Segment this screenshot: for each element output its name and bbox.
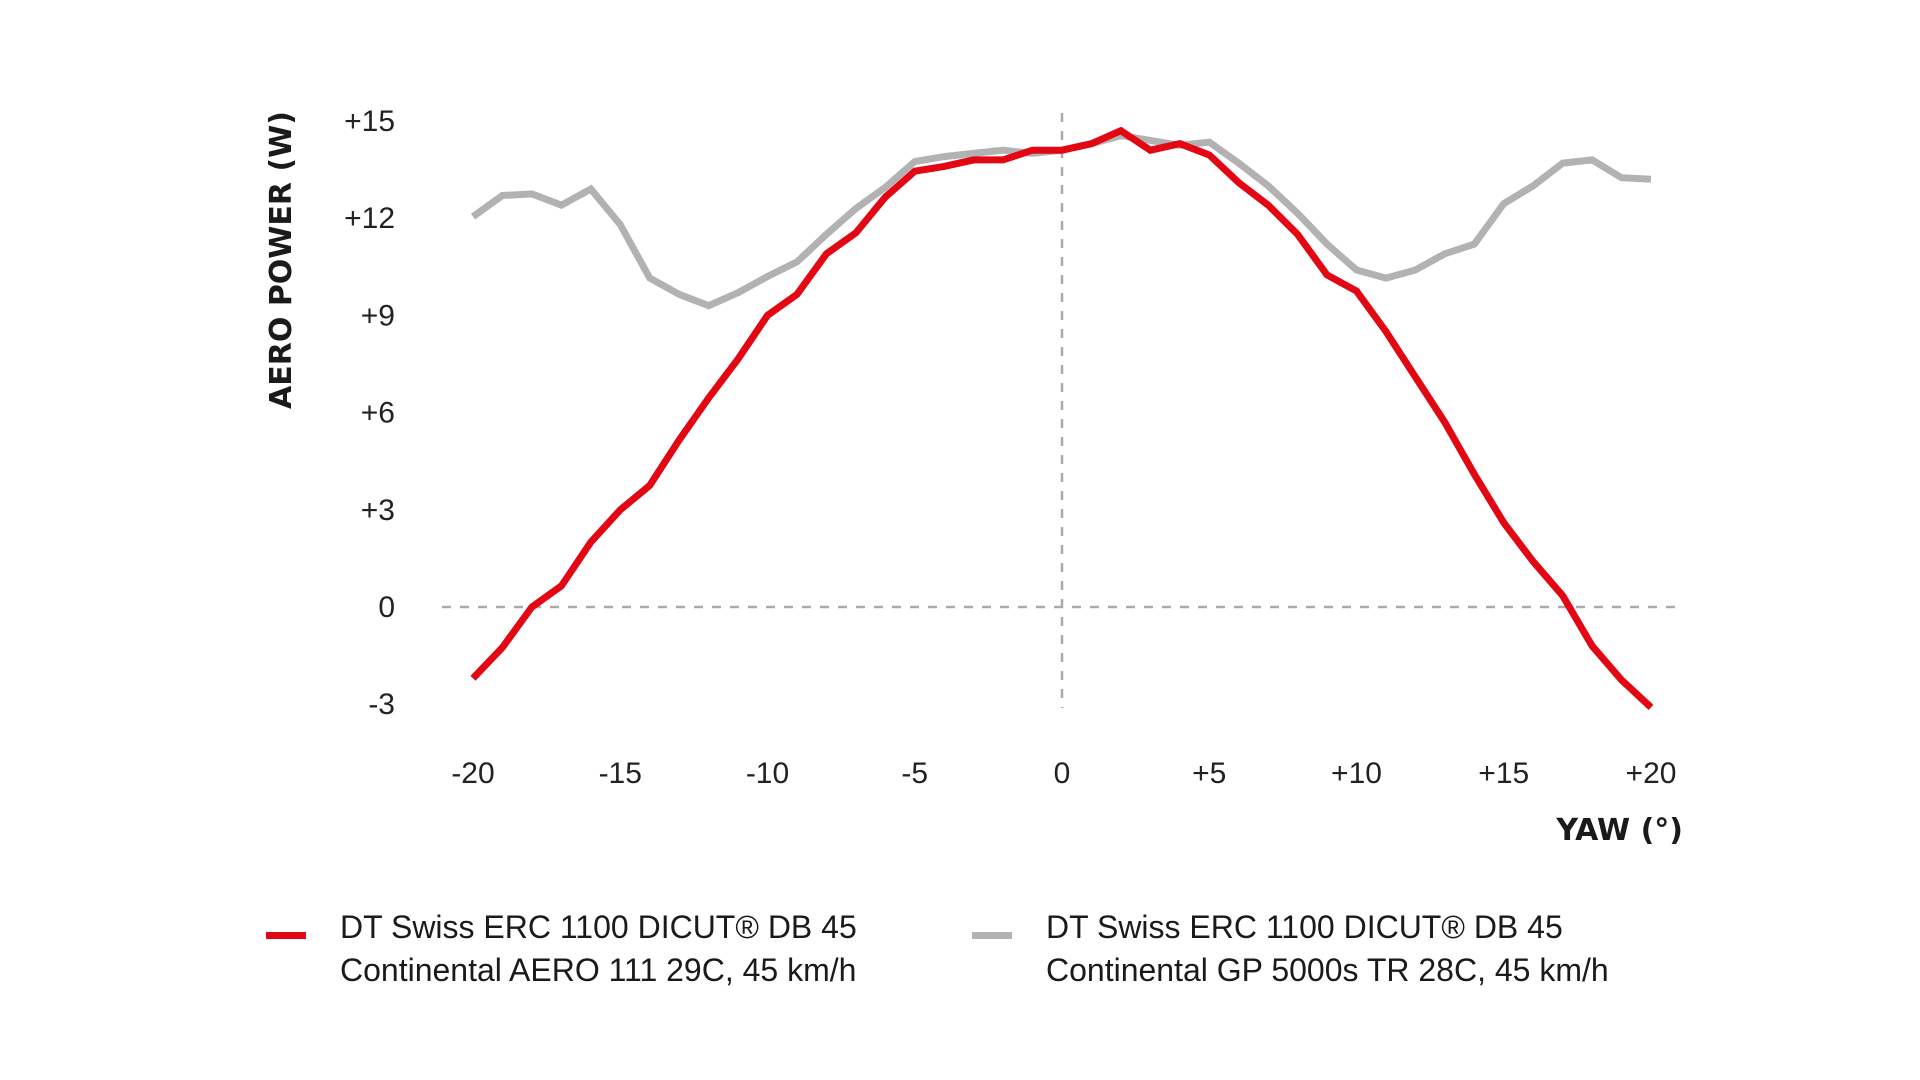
legend-label-line2: Continental GP 5000s TR 28C, 45 km/h — [1046, 952, 1609, 988]
x-tick-label: -5 — [901, 757, 928, 790]
x-tick-label: +5 — [1192, 757, 1226, 790]
x-tick-label: -15 — [599, 757, 642, 790]
x-tick-label: -20 — [451, 757, 494, 790]
x-tick-label: +10 — [1331, 757, 1382, 790]
series-line-aero-111 — [470, 126, 1654, 710]
legend-swatch-gray — [972, 932, 1012, 939]
y-tick-labels: +15 +12 +9 +6 +3 0 -3 — [344, 105, 395, 721]
x-tick-label: +15 — [1478, 757, 1529, 790]
y-tick-label: +9 — [361, 299, 395, 332]
series-lines — [470, 126, 1654, 710]
legend-item-gp5000: DT Swiss ERC 1100 DICUT® DB 45 Continent… — [972, 906, 1609, 992]
legend-swatch-red — [266, 932, 306, 939]
legend-label-line1: DT Swiss ERC 1100 DICUT® DB 45 — [1046, 909, 1563, 945]
y-tick-label: +3 — [361, 494, 395, 527]
y-tick-label: +6 — [361, 397, 395, 430]
x-axis-title: YAW (°) — [1555, 813, 1683, 848]
y-tick-label: -3 — [368, 688, 395, 721]
x-tick-label: +20 — [1626, 757, 1677, 790]
legend-label-line2: Continental AERO 111 29C, 45 km/h — [340, 952, 857, 988]
reference-lines — [442, 113, 1683, 708]
y-tick-label: +15 — [344, 105, 395, 138]
y-tick-label: 0 — [378, 591, 395, 624]
y-tick-label: +12 — [344, 202, 395, 235]
x-tick-label: -10 — [746, 757, 789, 790]
legend-label-line1: DT Swiss ERC 1100 DICUT® DB 45 — [340, 909, 857, 945]
x-tick-label: 0 — [1054, 757, 1071, 790]
x-tick-labels: -20 -15 -10 -5 0 +5 +10 +15 +20 — [451, 757, 1676, 790]
legend-item-aero-111: DT Swiss ERC 1100 DICUT® DB 45 Continent… — [266, 906, 857, 992]
y-axis-title: AERO POWER (W) — [264, 111, 299, 409]
